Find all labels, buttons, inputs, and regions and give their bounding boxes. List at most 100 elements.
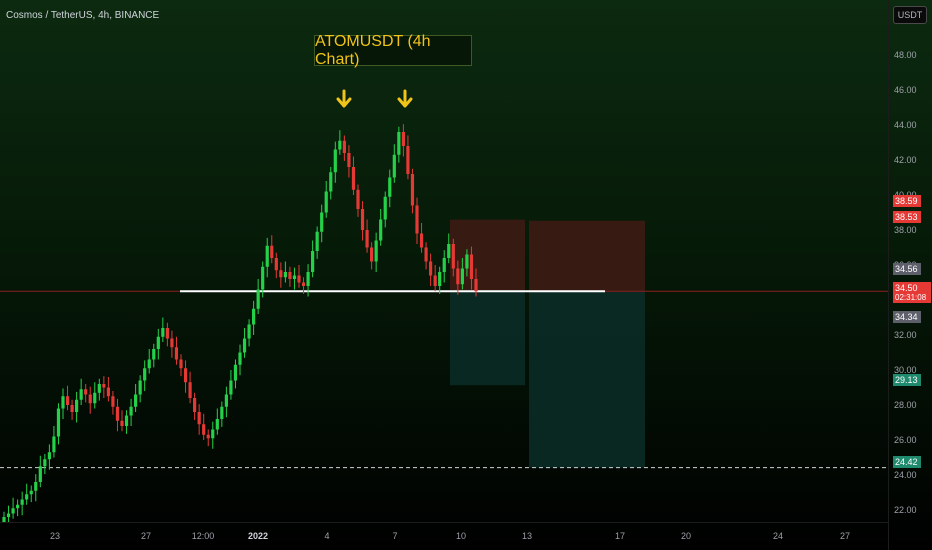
- candle-body: [406, 146, 410, 174]
- price-tag: 38.59: [893, 195, 921, 207]
- price-tick-label: 42.00: [894, 155, 917, 165]
- time-tick-label: 10: [455, 531, 467, 541]
- candle-body: [442, 258, 446, 272]
- candle-body: [229, 380, 233, 395]
- chart-title-annotation[interactable]: ATOMUSDT (4h Chart): [314, 32, 472, 68]
- candle-body: [16, 504, 20, 509]
- candle-countdown: 02:31:08: [895, 293, 927, 302]
- price-tag: 38.53: [893, 211, 921, 223]
- horizontal-lines: [0, 290, 888, 469]
- candle-body: [465, 254, 469, 269]
- time-tick-label: 27: [140, 531, 152, 541]
- candle-body: [360, 209, 365, 230]
- time-tick-label: 12:00: [191, 531, 215, 541]
- time-tick-label: 24: [772, 531, 784, 541]
- time-tick-label: 4: [324, 531, 330, 541]
- candle-body: [401, 132, 405, 146]
- candle-body: [147, 359, 151, 369]
- currency-unit-button[interactable]: USDT: [893, 6, 927, 24]
- time-tick-label: 7: [392, 531, 398, 541]
- take-profit-zone: [450, 290, 525, 386]
- candle-body: [438, 272, 442, 286]
- candle-body: [47, 452, 51, 460]
- price-tag-value: 29.13: [895, 375, 918, 385]
- candle-body: [211, 429, 215, 439]
- candle-body: [61, 396, 65, 409]
- candle-body: [161, 328, 165, 337]
- candle-body: [365, 230, 369, 248]
- candle-body: [152, 349, 156, 360]
- candle-body: [474, 279, 478, 292]
- candle-body: [206, 434, 210, 439]
- candle-body: [174, 347, 179, 360]
- candle-body: [170, 338, 174, 348]
- candle-body: [29, 490, 33, 495]
- top-arrows: [336, 89, 413, 108]
- candle-body: [256, 289, 260, 309]
- price-tag: 24.42: [893, 456, 921, 468]
- candle-body: [397, 132, 401, 155]
- candle-body: [70, 405, 74, 412]
- candle-body: [143, 368, 147, 381]
- price-tag-value: 34.56: [895, 264, 918, 274]
- time-tick-label: 2022: [247, 531, 269, 541]
- candle-body: [238, 352, 242, 365]
- candle-body: [111, 396, 115, 407]
- candle-body: [179, 359, 183, 369]
- candle-body: [283, 272, 287, 278]
- chart-title-text: ATOMUSDT (4h Chart): [315, 32, 431, 68]
- candle-body: [320, 212, 324, 232]
- candle-body: [202, 424, 206, 435]
- candle-body: [383, 196, 387, 220]
- candle-body: [102, 384, 106, 388]
- candle-body: [433, 275, 437, 286]
- price-tick-label: 28.00: [894, 400, 917, 410]
- candle-body: [306, 272, 310, 286]
- symbol-header[interactable]: Cosmos / TetherUS, 4h, BINANCE: [6, 10, 160, 21]
- candle-body: [419, 233, 424, 248]
- price-tag-value: 24.42: [895, 457, 918, 467]
- candle-body: [6, 513, 11, 517]
- candle-body: [329, 172, 333, 192]
- candle-body: [197, 412, 201, 425]
- time-tick-label: 27: [839, 531, 851, 541]
- price-axis-divider: [888, 0, 889, 550]
- risk-reward-zones: [450, 219, 645, 468]
- candle-body: [379, 219, 383, 241]
- time-tick-label: 23: [49, 531, 61, 541]
- candle-body: [242, 338, 247, 353]
- candle-body: [115, 406, 120, 421]
- candle-body: [460, 268, 464, 285]
- candle-body: [274, 258, 278, 271]
- candle-body: [451, 244, 455, 269]
- candle-body: [288, 272, 292, 279]
- candle-body: [270, 245, 274, 258]
- candle-body: [252, 308, 256, 325]
- candle-body: [265, 245, 269, 267]
- price-tick-label: 22.00: [894, 505, 917, 515]
- time-tick-label: 20: [680, 531, 692, 541]
- price-tick-label: 24.00: [894, 470, 917, 480]
- candle-body: [370, 247, 374, 262]
- time-axis-divider: [0, 522, 888, 523]
- candle-body: [56, 408, 61, 437]
- candle-body: [347, 153, 351, 167]
- candle-body: [292, 275, 297, 279]
- candle-body: [188, 382, 192, 398]
- candle-body: [75, 399, 79, 412]
- candle-body: [156, 336, 160, 349]
- candle-body: [2, 517, 6, 522]
- candle-body: [38, 466, 42, 482]
- candle-body: [233, 364, 238, 381]
- candle-body: [52, 436, 56, 453]
- price-tag: 34.50 02:31:08: [893, 282, 931, 303]
- price-chart-canvas[interactable]: [0, 0, 888, 522]
- candle-body: [342, 140, 346, 153]
- candlestick-series: [2, 124, 478, 522]
- candle-body: [65, 396, 70, 405]
- candle-body: [193, 398, 197, 412]
- take-profit-zone: [529, 291, 645, 468]
- candle-body: [333, 149, 337, 173]
- price-tag: 34.34: [893, 311, 921, 323]
